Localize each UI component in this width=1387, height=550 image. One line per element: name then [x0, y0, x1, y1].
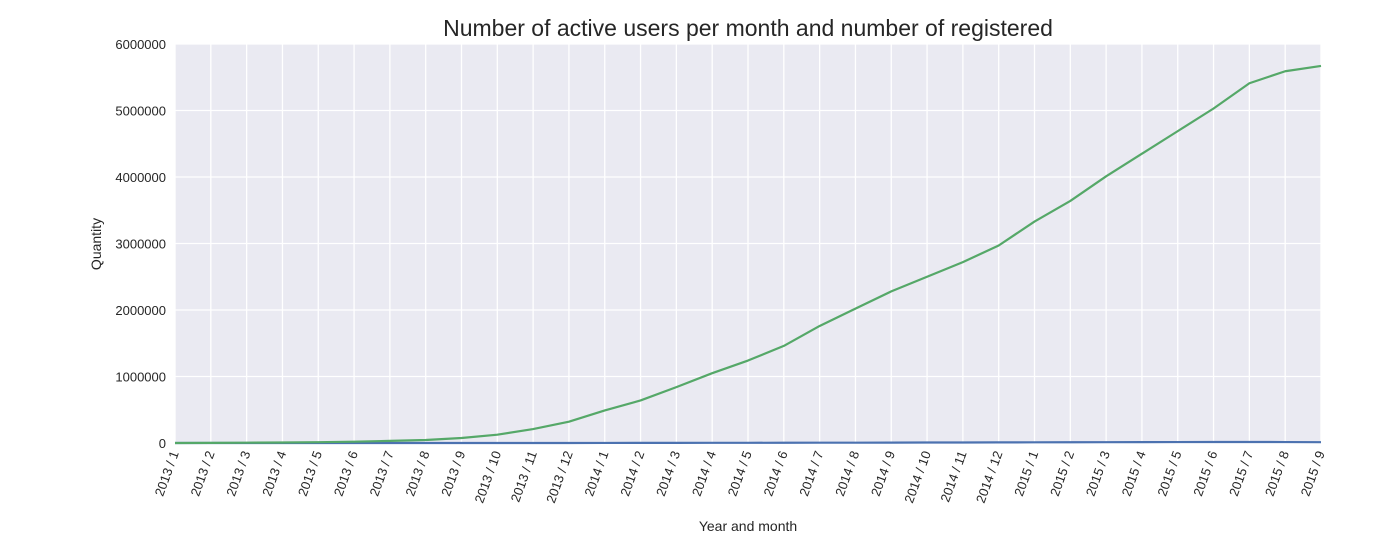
y-tick-label: 0 — [159, 436, 166, 451]
x-tick-label: 2013 / 3 — [223, 449, 253, 498]
x-tick-label: 2014 / 11 — [937, 449, 969, 504]
x-tick-label: 2013 / 7 — [367, 449, 397, 498]
series-line-1 — [175, 440, 1322, 445]
series-lines — [174, 64, 1322, 445]
y-tick-label: 4000000 — [115, 170, 166, 185]
y-tick-label: 5000000 — [115, 104, 166, 119]
x-tick-label: 2014 / 1 — [581, 449, 611, 498]
y-tick-label: 6000000 — [115, 37, 166, 52]
x-tick-label: 2015 / 1 — [1011, 449, 1041, 498]
x-tick-label: 2015 / 3 — [1083, 449, 1113, 498]
x-tick-label: 2013 / 5 — [295, 449, 325, 498]
y-tick-label: 1000000 — [115, 370, 166, 385]
y-tick-label: 2000000 — [115, 303, 166, 318]
x-tick-label: 2014 / 10 — [901, 449, 934, 505]
x-tick-label: 2014 / 4 — [689, 449, 719, 498]
x-tick-label: 2015 / 4 — [1119, 449, 1149, 498]
x-tick-label: 2014 / 9 — [868, 449, 898, 498]
y-tick-label: 3000000 — [115, 237, 166, 252]
x-tick-label: 2015 / 5 — [1154, 449, 1184, 498]
x-tick-label: 2013 / 6 — [331, 449, 361, 498]
x-tick-label: 2014 / 5 — [725, 449, 755, 498]
x-tick-label: 2013 / 4 — [259, 449, 289, 498]
x-tick-label: 2013 / 1 — [152, 449, 182, 498]
x-tick-label: 2015 / 2 — [1047, 449, 1077, 498]
grid-lines — [174, 43, 1322, 444]
x-tick-label: 2014 / 3 — [653, 449, 683, 498]
x-tick-label: 2013 / 8 — [402, 449, 432, 498]
y-axis-label: Quantity — [88, 218, 104, 270]
x-tick-label: 2015 / 9 — [1298, 449, 1328, 498]
x-tick-label: 2014 / 8 — [832, 449, 862, 498]
x-axis-label: Year and month — [699, 518, 797, 534]
x-tick-label: 2015 / 8 — [1262, 449, 1292, 498]
x-tick-label: 2013 / 2 — [187, 449, 217, 498]
x-tick-label: 2013 / 10 — [471, 449, 504, 505]
x-tick-label: 2013 / 9 — [438, 449, 468, 498]
x-tick-label: 2013 / 12 — [543, 449, 576, 505]
x-tick-label: 2013 / 11 — [508, 449, 540, 504]
x-tick-label: 2015 / 7 — [1226, 449, 1256, 498]
x-tick-label: 2014 / 7 — [796, 449, 826, 498]
x-tick-label: 2014 / 2 — [617, 449, 647, 498]
chart-title: Number of active users per month and num… — [443, 15, 1053, 41]
series-line-2 — [174, 64, 1322, 445]
y-tick-labels: 0 1000000 2000000 3000000 4000000 5000000 6000… — [115, 37, 166, 451]
x-tick-label: 2014 / 12 — [973, 449, 1006, 505]
x-tick-labels: 2013 / 1 2013 / 2 2013 / 3 2013 / 4 2013 / 5… — [152, 449, 1328, 505]
x-tick-label: 2015 / 6 — [1190, 449, 1220, 498]
x-tick-label: 2014 / 6 — [760, 449, 790, 498]
